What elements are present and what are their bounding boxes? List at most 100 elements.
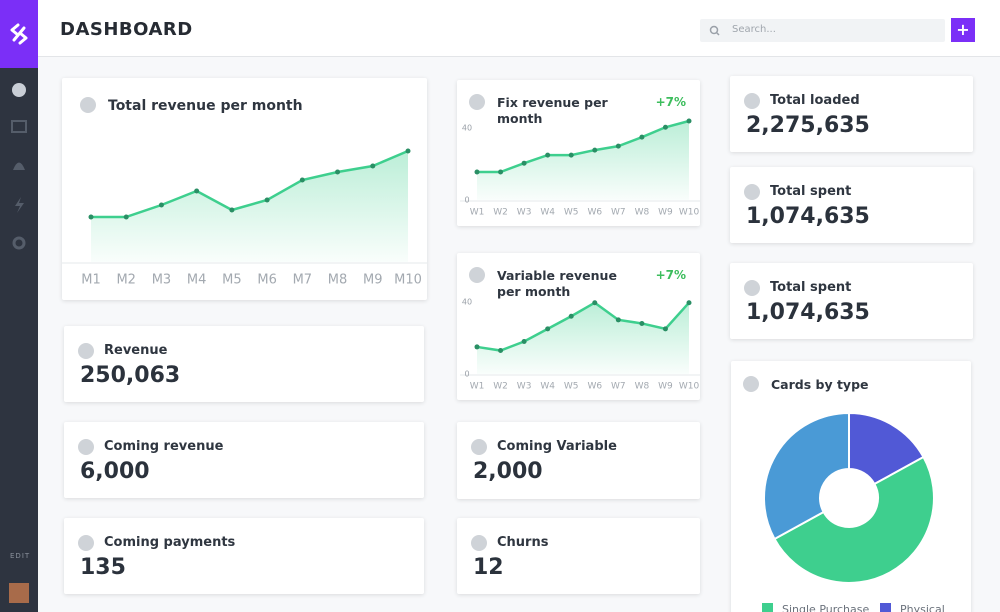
point — [229, 207, 235, 213]
point — [474, 344, 480, 350]
stat-icon — [78, 535, 94, 551]
x-tick-label: W6 — [587, 208, 602, 218]
nav-icons — [9, 83, 29, 603]
x-tick-label: W5 — [564, 208, 579, 218]
stat-title: Coming Variable — [497, 439, 617, 454]
nav-settings[interactable] — [12, 236, 26, 250]
stat-icon — [78, 343, 94, 359]
legend-swatch — [762, 603, 773, 612]
chart-title: Variable revenue per month — [497, 268, 617, 299]
point — [194, 188, 200, 194]
point — [370, 163, 376, 169]
x-tick-label: W5 — [564, 382, 579, 392]
x-tick-label: W4 — [540, 208, 555, 218]
x-tick-label: W10 — [679, 382, 700, 392]
x-tick-label: W8 — [635, 382, 650, 392]
point — [568, 313, 574, 319]
y-tick-label: 0 — [464, 370, 469, 379]
stat-card: Coming Variable 2,000 — [457, 422, 700, 499]
point — [299, 177, 305, 183]
point — [639, 320, 645, 326]
stat-icon — [471, 439, 487, 455]
point — [88, 214, 94, 220]
stat-icon — [78, 439, 94, 455]
chart-icon — [80, 97, 96, 113]
pie-slice — [763, 411, 850, 541]
point — [498, 348, 504, 354]
x-tick-label: M6 — [257, 273, 277, 288]
stat-title: Coming revenue — [104, 439, 224, 454]
search-box[interactable]: Search... — [700, 19, 945, 42]
chart-title: Cards by type — [771, 377, 869, 392]
stat-title: Total loaded — [770, 93, 860, 108]
point — [686, 118, 692, 124]
point — [123, 214, 129, 220]
point — [686, 300, 692, 306]
point — [639, 134, 645, 140]
logo[interactable] — [0, 0, 38, 68]
x-tick-label: M4 — [187, 273, 207, 288]
stat-title: Total spent — [770, 184, 852, 199]
area — [477, 121, 689, 200]
chart-icon — [743, 376, 759, 392]
chart-title: Fix revenue per month — [497, 95, 608, 126]
x-tick-label: W8 — [635, 208, 650, 218]
search-icon — [709, 25, 720, 36]
point — [335, 169, 341, 175]
stat-icon — [744, 93, 760, 109]
stat-icon — [471, 535, 487, 551]
point — [474, 169, 480, 175]
x-tick-label: W7 — [611, 208, 626, 218]
stat-card: Revenue 250,063 — [64, 326, 424, 402]
point — [264, 197, 270, 203]
point — [592, 300, 598, 306]
edit-label[interactable]: EDIT — [10, 552, 31, 560]
stat-value: 6,000 — [80, 459, 150, 484]
x-tick-label: W2 — [493, 382, 508, 392]
x-tick-label: M2 — [116, 273, 136, 288]
logo-icon — [10, 23, 28, 45]
stat-card: Coming revenue 6,000 — [64, 422, 424, 498]
stat-card: Coming payments 135 — [64, 518, 424, 594]
point — [662, 124, 668, 130]
stat-value: 12 — [473, 555, 504, 580]
avatar[interactable] — [9, 583, 29, 603]
change-badge: +7% — [655, 268, 686, 282]
chart-icon — [469, 94, 485, 110]
add-button[interactable]: + — [951, 18, 975, 42]
stat-title: Total spent — [770, 280, 852, 295]
x-tick-label: W3 — [517, 382, 532, 392]
x-tick-label: W7 — [611, 382, 626, 392]
stat-value: 135 — [80, 555, 126, 580]
x-tick-label: M7 — [293, 273, 313, 288]
search-placeholder: Search... — [732, 24, 776, 35]
stat-card: Total loaded 2,275,635 — [730, 76, 973, 152]
nav-table[interactable] — [11, 120, 27, 133]
nav-alerts[interactable] — [13, 162, 25, 171]
line — [476, 301, 690, 352]
point — [592, 147, 598, 153]
point — [521, 339, 527, 345]
point — [405, 148, 411, 154]
x-tick-label: W9 — [658, 208, 673, 218]
x-tick-label: W3 — [517, 208, 532, 218]
line — [477, 119, 690, 174]
point — [498, 169, 504, 175]
x-tick-label: W1 — [470, 208, 485, 218]
point — [615, 143, 621, 149]
sidebar: EDIT — [0, 0, 38, 612]
stat-title: Revenue — [104, 343, 168, 358]
nav-power[interactable] — [15, 197, 24, 213]
legend-label: Single Purchase — [782, 603, 869, 612]
nav-dashboard[interactable] — [12, 83, 26, 97]
x-tick-label: W1 — [470, 382, 485, 392]
chart-icon — [469, 267, 485, 283]
y-tick-label: 0 — [464, 196, 469, 205]
point — [568, 152, 574, 158]
area — [477, 302, 689, 374]
stat-card: Total spent 1,074,635 — [730, 263, 973, 339]
point — [158, 202, 164, 208]
stat-value: 1,074,635 — [746, 300, 870, 325]
